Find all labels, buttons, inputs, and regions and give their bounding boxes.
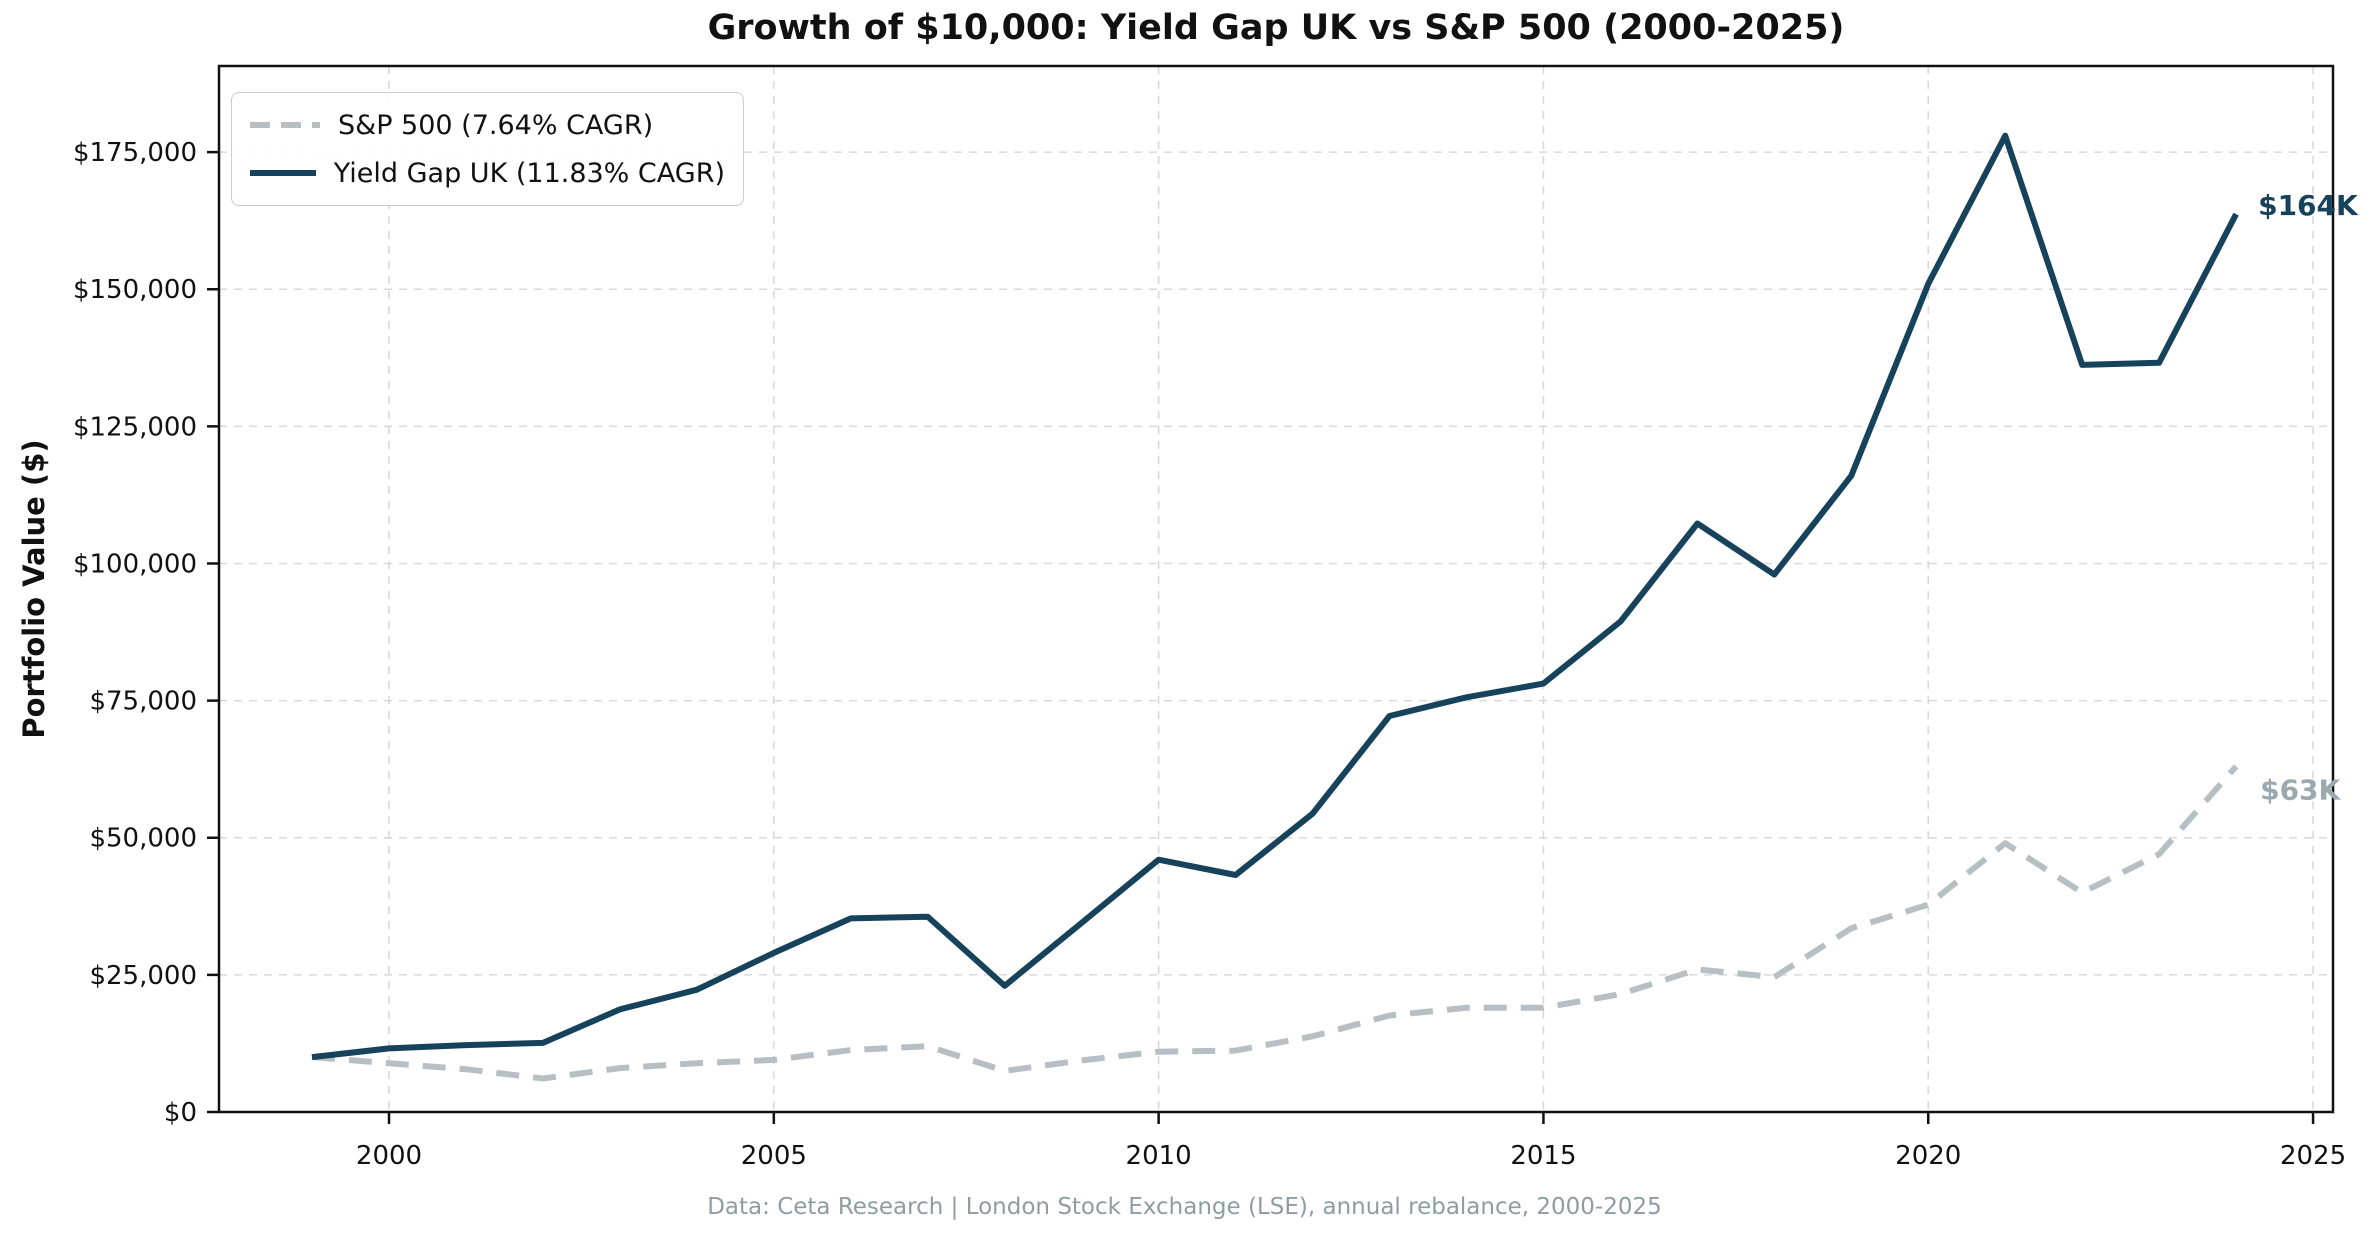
legend: S&P 500 (7.64% CAGR) Yield Gap UK (11.83%… bbox=[231, 92, 744, 206]
y-tick-label: $150,000 bbox=[73, 275, 197, 305]
y-tick-label: $100,000 bbox=[73, 549, 197, 579]
x-tick-label: 2010 bbox=[1126, 1141, 1192, 1171]
y-tick-label: $25,000 bbox=[89, 961, 197, 991]
end-label-sp500: $63K bbox=[2260, 773, 2341, 806]
x-tick-label: 2015 bbox=[1510, 1141, 1576, 1171]
gridlines bbox=[219, 66, 2333, 1113]
y-tick-label: $125,000 bbox=[73, 412, 197, 442]
y-tick-label: $175,000 bbox=[73, 138, 197, 168]
series-line-sp500 bbox=[311, 764, 2239, 1082]
y-tick-label: $75,000 bbox=[89, 687, 197, 717]
legend-label: Yield Gap UK (11.83% CAGR) bbox=[333, 157, 725, 189]
legend-label: S&P 500 (7.64% CAGR) bbox=[338, 109, 654, 141]
legend-swatch-dashed-line bbox=[250, 122, 320, 128]
y-tick-label: $50,000 bbox=[89, 824, 197, 854]
x-tick-label: 2025 bbox=[2280, 1141, 2346, 1171]
y-tick-label: $0 bbox=[164, 1098, 197, 1128]
legend-item: Yield Gap UK (11.83% CAGR) bbox=[250, 153, 725, 193]
legend-swatch-solid-line bbox=[250, 170, 316, 176]
end-label-yieldgap: $164K bbox=[2258, 189, 2359, 222]
plot-border bbox=[217, 64, 2335, 1114]
x-axis-ticks: 2000 2005 2010 2015 2020 2025 bbox=[356, 1112, 2346, 1171]
x-tick-label: 2000 bbox=[356, 1141, 422, 1171]
y-axis-ticks: $0 $25,000 $50,000 $75,000 $100,000 $125,000 $… bbox=[73, 138, 219, 1128]
series-line-yieldgap bbox=[311, 132, 2239, 1061]
legend-item: S&P 500 (7.64% CAGR) bbox=[250, 105, 725, 145]
footer-caption: Data: Ceta Research | London Stock Excha… bbox=[707, 1194, 1662, 1220]
chart-title: Growth of $10,000: Yield Gap UK vs S&P 5… bbox=[707, 8, 1845, 48]
x-tick-label: 2020 bbox=[1895, 1141, 1961, 1171]
x-tick-label: 2005 bbox=[741, 1141, 807, 1171]
